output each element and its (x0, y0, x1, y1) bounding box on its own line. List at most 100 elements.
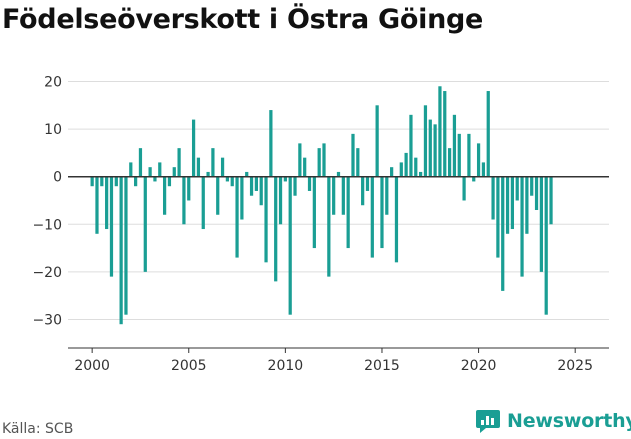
bar (274, 176, 278, 282)
bar (486, 91, 490, 177)
y-tick-label: −30 (32, 312, 62, 328)
bar (341, 176, 345, 215)
bar (351, 133, 355, 177)
bar (438, 86, 442, 177)
bar (240, 176, 244, 220)
bar (298, 143, 302, 177)
bar (390, 167, 394, 177)
bar (443, 91, 447, 177)
x-tick-label: 2000 (74, 358, 110, 374)
bar (95, 176, 99, 234)
bar (322, 143, 326, 177)
bar (312, 176, 316, 249)
bars (90, 86, 553, 325)
bar (143, 176, 147, 272)
bar (211, 148, 215, 177)
bar (172, 167, 176, 177)
bar (201, 176, 205, 230)
bar (534, 176, 539, 210)
bar (158, 162, 162, 177)
bar (544, 176, 548, 315)
bar (177, 148, 181, 177)
bar (182, 176, 186, 225)
bar (428, 119, 432, 177)
bar (134, 176, 138, 187)
x-tick-label: 2020 (461, 358, 497, 374)
bar (259, 176, 263, 206)
bar (153, 176, 157, 182)
bar (515, 176, 519, 201)
bar (452, 114, 457, 177)
bar (167, 176, 172, 187)
bar (162, 176, 167, 215)
bar (220, 157, 225, 177)
bar (235, 176, 239, 258)
newsworthy-logo-icon (476, 410, 500, 433)
bar (138, 148, 143, 177)
bar (105, 176, 109, 230)
bar (505, 176, 510, 234)
bar (100, 176, 104, 187)
bar (119, 176, 123, 325)
bar (317, 148, 321, 177)
bar (457, 133, 461, 177)
bar (225, 176, 230, 182)
bar (245, 171, 249, 177)
bar (278, 176, 283, 225)
bar (423, 105, 428, 177)
bar (404, 152, 408, 177)
bar (216, 176, 220, 215)
bar (419, 171, 423, 177)
y-tick-label: −20 (32, 265, 62, 281)
bar (124, 176, 128, 315)
bar (501, 176, 505, 291)
brand-name: Newsworthy (507, 410, 631, 432)
bar (447, 148, 452, 177)
bar (394, 176, 399, 263)
bar (293, 176, 297, 196)
bar (264, 176, 268, 263)
bar (303, 157, 307, 177)
bar (90, 176, 94, 187)
bar (206, 171, 210, 177)
bar (496, 176, 500, 258)
bar (385, 176, 389, 215)
bar (129, 162, 133, 177)
bar (549, 176, 553, 225)
bar (510, 176, 515, 230)
bar (361, 176, 365, 206)
x-tick-label: 2025 (557, 358, 593, 374)
bar (370, 176, 374, 258)
chart-title: Födelseöverskott i Östra Göinge (2, 4, 484, 35)
bar (187, 176, 191, 201)
bar (196, 157, 201, 177)
bar (414, 157, 418, 177)
y-tick-label: 10 (44, 122, 62, 138)
gridlines (68, 81, 609, 320)
source-note: Källa: SCB (2, 421, 74, 437)
bar (283, 176, 287, 182)
y-tick-label: 0 (53, 170, 62, 186)
bar (191, 119, 196, 177)
x-tick-label: 2010 (268, 358, 304, 374)
newsworthy-logo: Newsworthy (475, 408, 631, 434)
bar (269, 110, 273, 177)
bar (114, 176, 118, 187)
bar (481, 162, 486, 177)
bar (288, 176, 292, 315)
bar (365, 176, 370, 191)
bar (409, 114, 413, 177)
bar (491, 176, 495, 220)
bar (356, 148, 360, 177)
bar (433, 124, 437, 177)
bar (307, 176, 312, 191)
bar (520, 176, 524, 277)
bar (476, 143, 481, 177)
bar (254, 176, 258, 191)
bar (109, 176, 114, 277)
bar (332, 176, 336, 215)
bar (380, 176, 384, 249)
bar (148, 167, 152, 177)
y-tick-label: 20 (44, 75, 62, 91)
